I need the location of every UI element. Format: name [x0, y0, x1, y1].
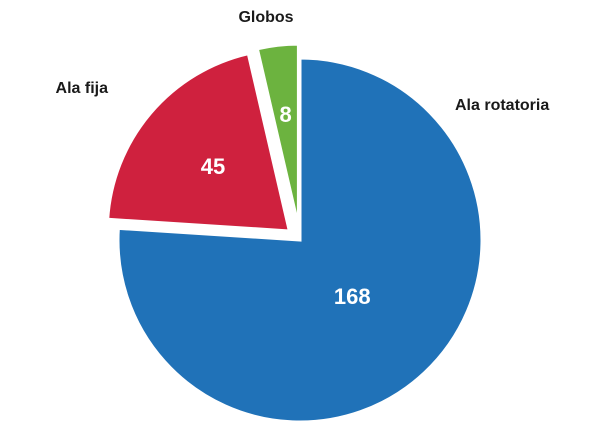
pie-slices [106, 42, 484, 424]
pie-slice-ala-fija [106, 51, 292, 233]
data-label-ala-fija: 45 [201, 154, 225, 179]
data-label-ala-rotatoria: 168 [334, 284, 371, 309]
data-label-globos: 8 [279, 102, 291, 127]
pie-slice-ala-rotatoria [116, 56, 484, 424]
pie-slice-globos [255, 42, 300, 227]
category-label-ala-fija: Ala fija [56, 80, 109, 97]
pie-labels: 168 Ala rotatoria 45 Ala fija 8 Globos [56, 9, 550, 309]
category-label-ala-rotatoria: Ala rotatoria [455, 97, 549, 114]
category-label-globos: Globos [238, 9, 293, 26]
